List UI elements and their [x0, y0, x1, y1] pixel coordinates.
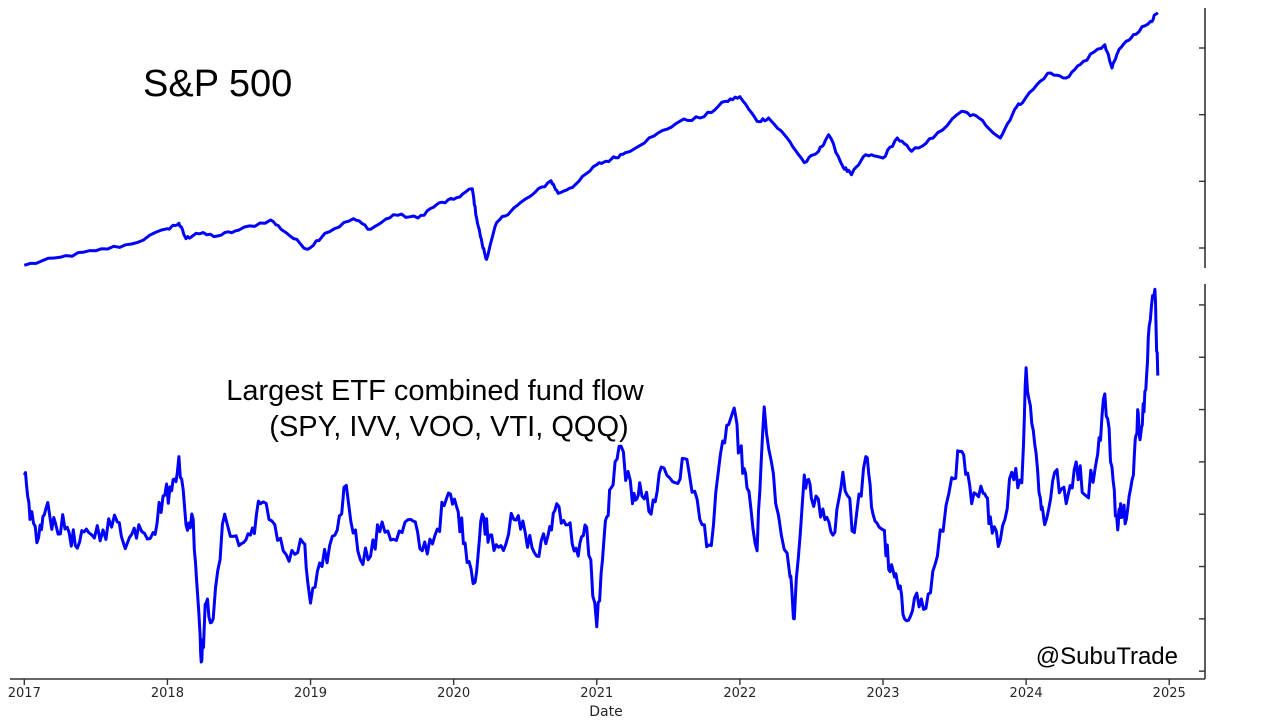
fund-flow-title: Largest ETF combined fund flow: [226, 375, 645, 407]
fund-flow-series: [22, 287, 1160, 664]
x-axis-ticks: 2017 2018 2019 2020 2021 2022 2023 2024 2025: [8, 679, 1186, 701]
fund-flow-panel: 2017 2018 2019 2020 2021 2022 2023 2024 2025 Lar…: [8, 284, 1206, 720]
x-tick-label: 2024: [1010, 686, 1043, 701]
x-tick-label: 2022: [723, 686, 756, 701]
sp500-series: [23, 11, 1159, 267]
x-tick-label: 2020: [437, 686, 470, 701]
x-tick-label: 2025: [1153, 686, 1186, 701]
x-tick-label: 2023: [866, 686, 899, 701]
x-tick-label: 2019: [294, 686, 327, 701]
x-axis-label: Date: [589, 704, 622, 720]
credit-label: @SubuTrade: [1036, 643, 1178, 670]
x-tick-label: 2018: [151, 686, 184, 701]
fund-flow-subtitle: (SPY, IVV, VOO, VTI, QQQ): [269, 411, 628, 443]
fund-flow-y-ticks: [1199, 304, 1205, 672]
series-line-0: [22, 287, 1160, 664]
sp500-y-ticks: [1199, 47, 1205, 249]
x-tick-label: 2017: [8, 686, 41, 701]
sp500-title: S&P 500: [143, 63, 292, 105]
sp500-panel: S&P 500: [23, 8, 1206, 268]
x-tick-label: 2021: [580, 686, 613, 701]
series-line-0: [23, 11, 1159, 267]
